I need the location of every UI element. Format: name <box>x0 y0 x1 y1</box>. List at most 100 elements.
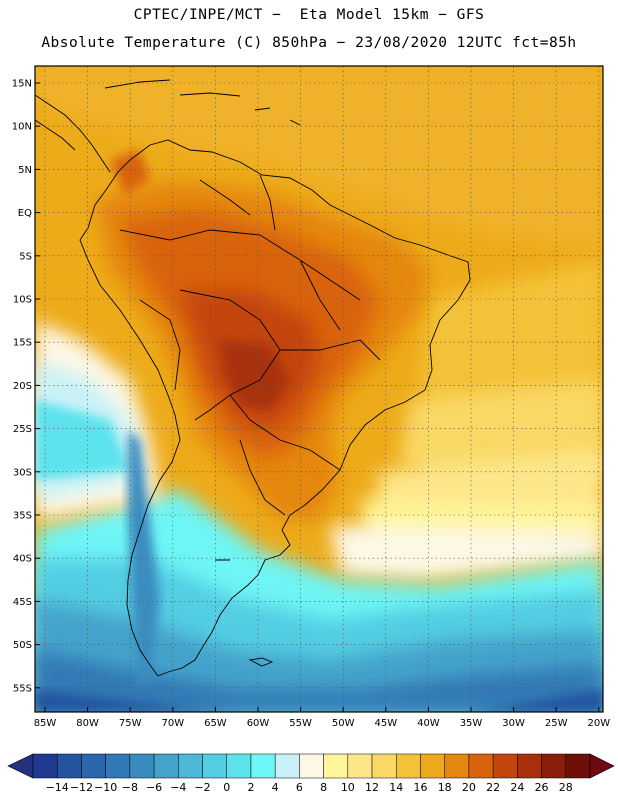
colorbar-label: 6 <box>296 781 303 794</box>
colorbar-arrow-left <box>7 753 34 779</box>
colorbar-label: 20 <box>462 781 476 794</box>
colorbar-label: 18 <box>438 781 452 794</box>
lat-label: 55S <box>13 683 32 694</box>
colorbar-swatch <box>371 753 397 779</box>
colorbar-arrow-right <box>589 753 615 779</box>
longitude-labels: 85W 80W 75W 70W 65W 60W 55W 50W 45W 40W 35W 30W 25W 2… <box>34 707 610 729</box>
lon-label: 80W <box>76 718 99 729</box>
lat-label: 35S <box>13 511 32 522</box>
graticule <box>35 66 603 712</box>
colorbar-label: 12 <box>365 781 379 794</box>
colorbar-swatch <box>517 753 542 779</box>
colorbar-label: 8 <box>320 781 327 794</box>
central-america-coast <box>35 94 111 173</box>
colorbar-label: 28 <box>559 781 573 794</box>
colorbar-swatch <box>178 753 203 779</box>
lat-label: 30S <box>13 467 32 478</box>
lon-label: 25W <box>545 718 568 729</box>
colorbar-label: −4 <box>170 781 186 794</box>
field-venezuela-warm <box>110 150 150 195</box>
colorbar-swatch <box>323 753 349 779</box>
lat-label: 10N <box>12 122 32 133</box>
caribbean-islands <box>104 79 301 126</box>
lon-label: 85W <box>34 718 57 729</box>
south-america-coast <box>79 139 471 677</box>
colorbar-swatch <box>492 753 518 779</box>
colorbar-labels: −14 −12 −10 −8 −6 −4 −2 0 2 4 6 8 10 12 14 16 18 20 22 24 26… <box>46 781 573 794</box>
colorbar-swatch <box>468 753 494 779</box>
lon-label: 70W <box>161 718 184 729</box>
lat-label: 45S <box>13 597 32 608</box>
colorbar-swatch <box>444 753 470 779</box>
lon-label: 55W <box>289 718 312 729</box>
lon-label: 30W <box>502 718 525 729</box>
lon-label: 35W <box>460 718 483 729</box>
colorbar-label: −12 <box>70 781 93 794</box>
field-andes-cold <box>128 430 160 690</box>
colorbar-swatch <box>32 753 58 779</box>
country-borders <box>119 174 381 561</box>
colorbar-label: 26 <box>535 781 549 794</box>
colorbar-swatch <box>541 753 567 779</box>
colorbar-label: 24 <box>510 781 524 794</box>
colorbar-label: −6 <box>146 781 162 794</box>
colorbar <box>7 753 615 779</box>
colorbar-swatch <box>226 753 252 779</box>
colorbar-label: 0 <box>223 781 230 794</box>
colorbar-label: 4 <box>272 781 279 794</box>
lat-label: 50S <box>13 640 32 651</box>
field-north-ocean <box>35 66 603 250</box>
colorbar-swatch <box>274 753 300 779</box>
colorbar-swatch <box>420 753 445 779</box>
colorbar-label: 14 <box>389 781 403 794</box>
colorbar-label: 10 <box>341 781 355 794</box>
colorbar-swatch <box>81 753 106 779</box>
lon-label: 45W <box>374 718 397 729</box>
lat-label: 5N <box>18 165 32 176</box>
colorbar-swatch <box>56 753 82 779</box>
falklands <box>248 657 274 667</box>
lon-label: 40W <box>417 718 440 729</box>
temperature-field <box>35 66 603 712</box>
field-atlantic-white <box>330 525 603 580</box>
lat-label: 5S <box>19 251 32 262</box>
colorbar-label: 2 <box>247 781 254 794</box>
colorbar-swatch <box>299 753 324 779</box>
lon-label: 60W <box>247 718 270 729</box>
map-frame <box>34 65 604 713</box>
colorbar-label: −2 <box>194 781 210 794</box>
lon-label: 50W <box>332 718 355 729</box>
colorbar-swatch <box>202 753 227 779</box>
field-cold-darkest <box>35 690 603 712</box>
colorbar-label: −10 <box>94 781 117 794</box>
lat-label: EQ <box>18 208 32 219</box>
colorbar-label: 16 <box>413 781 427 794</box>
field-continent-hotspot <box>220 340 290 410</box>
colorbar-swatch <box>129 753 155 779</box>
lat-label: 20S <box>13 381 32 392</box>
colorbar-label: −14 <box>46 781 69 794</box>
title-line-1: CPTEC/INPE/MCT − Eta Model 15km − GFS <box>133 7 485 23</box>
coastlines <box>35 79 471 677</box>
colorbar-swatch <box>153 753 179 779</box>
colorbar-swatch <box>105 753 131 779</box>
colorbar-label: 22 <box>486 781 500 794</box>
lat-label: 15N <box>12 79 32 90</box>
title-line-2: Absolute Temperature (C) 850hPa − 23/08/… <box>41 35 577 51</box>
latitude-labels: 15N 10N 5N EQ 5S 10S 15S 20S 25S 30S 35S 40S 45S 50S 5… <box>12 79 40 694</box>
lat-label: 10S <box>13 295 32 306</box>
colorbar-swatch <box>396 753 421 779</box>
colorbar-swatch <box>250 753 276 779</box>
field-pacific-cyan <box>35 400 130 480</box>
lat-label: 40S <box>13 554 32 565</box>
lon-label: 65W <box>204 718 227 729</box>
lat-label: 15S <box>13 338 32 349</box>
colorbar-label: −8 <box>122 781 138 794</box>
field-cold-deepblue <box>35 650 603 712</box>
colorbar-swatch <box>565 753 591 779</box>
lat-label: 25S <box>13 424 32 435</box>
lon-label: 20W <box>587 718 610 729</box>
colorbar-swatch <box>347 753 373 779</box>
lon-label: 75W <box>119 718 142 729</box>
